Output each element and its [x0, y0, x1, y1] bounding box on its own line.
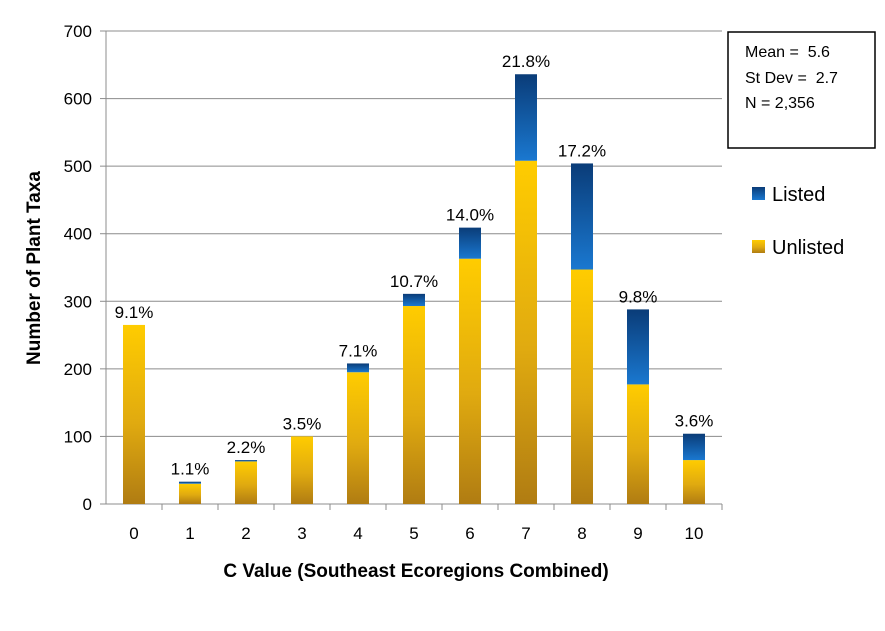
x-tick-label: 9	[633, 524, 642, 543]
bar-listed	[571, 163, 593, 270]
data-label: 9.8%	[619, 287, 658, 306]
stats-stdev: St Dev = 2.7	[745, 70, 838, 87]
bar-listed	[403, 293, 425, 307]
bar-unlisted	[571, 269, 593, 504]
x-tick-label: 7	[521, 524, 530, 543]
bars	[123, 74, 705, 505]
bar-listed	[627, 309, 649, 385]
bar-unlisted	[179, 483, 201, 504]
y-axis-title: Number of Plant Taxa	[24, 171, 45, 365]
x-tick-label: 4	[353, 524, 362, 543]
data-labels: 9.1% 1.1% 2.2% 3.5% 7.1% 10.7% 14.0% 21.8% 17.2%…	[115, 52, 714, 478]
data-label: 10.7%	[390, 272, 438, 291]
bar-listed	[683, 433, 705, 461]
bar-unlisted	[403, 306, 425, 504]
legend-swatch-listed	[752, 187, 765, 200]
data-label: 7.1%	[339, 341, 378, 360]
y-tick-label: 600	[64, 90, 92, 109]
bar-unlisted	[627, 384, 649, 504]
x-tick-label: 1	[185, 524, 194, 543]
bar-listed	[347, 363, 369, 373]
stats-box: Mean = 5.6 St Dev = 2.7 N = 2,356	[727, 31, 876, 149]
bar-unlisted	[347, 372, 369, 504]
data-label: 2.2%	[227, 438, 266, 457]
y-tick-label: 500	[64, 157, 92, 176]
x-tick-label: 10	[685, 524, 704, 543]
data-label: 17.2%	[558, 141, 606, 160]
bar-listed	[235, 460, 257, 462]
data-label: 3.6%	[675, 412, 714, 431]
tick-labels: 0 100 200 300 400 500 600 700 0 1 2 3 4 5 6 7 8 9 10	[64, 22, 704, 543]
legend: Listed Unlisted	[752, 184, 844, 259]
y-tick-label: 0	[83, 495, 92, 514]
y-tick-label: 200	[64, 360, 92, 379]
data-label: 3.5%	[283, 414, 322, 433]
bar-listed	[515, 74, 537, 161]
x-axis-title: C Value (Southeast Ecoregions Combined)	[223, 561, 608, 582]
data-label: 1.1%	[171, 460, 210, 479]
bar-unlisted	[683, 460, 705, 504]
y-tick-label: 300	[64, 292, 92, 311]
bar-unlisted	[235, 461, 257, 504]
data-label: 21.8%	[502, 52, 550, 71]
legend-label-listed: Listed	[772, 184, 825, 206]
bar-listed	[179, 481, 201, 484]
y-tick-label: 100	[64, 427, 92, 446]
data-label: 9.1%	[115, 303, 154, 322]
x-tick-label: 5	[409, 524, 418, 543]
x-tick-label: 3	[297, 524, 306, 543]
stats-n: N = 2,356	[745, 95, 815, 112]
x-tick-label: 2	[241, 524, 250, 543]
data-label: 14.0%	[446, 206, 494, 225]
bar-unlisted	[291, 436, 313, 504]
legend-swatch-unlisted	[752, 240, 765, 253]
bar-unlisted	[515, 160, 537, 505]
legend-label-unlisted: Unlisted	[772, 237, 844, 259]
x-tick-label: 0	[129, 524, 138, 543]
bar-unlisted	[123, 324, 145, 504]
stats-box-border	[727, 31, 876, 149]
bar-unlisted	[459, 258, 481, 504]
y-tick-label: 400	[64, 225, 92, 244]
x-tick-label: 6	[465, 524, 474, 543]
y-tick-label: 700	[64, 22, 92, 41]
stats-mean: Mean = 5.6	[745, 44, 830, 61]
bar-listed	[459, 227, 481, 259]
x-tick-label: 8	[577, 524, 586, 543]
